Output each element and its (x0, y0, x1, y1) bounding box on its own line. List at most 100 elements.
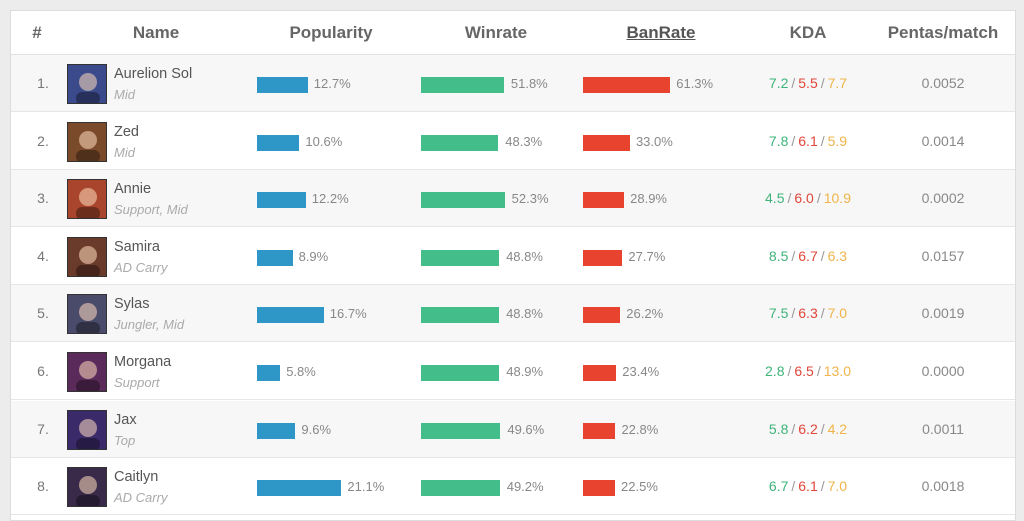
winrate-bar (421, 422, 501, 439)
champion-name[interactable]: Sylas (114, 296, 150, 313)
champion-name[interactable]: Annie (114, 181, 152, 198)
champion-role: Support, Mid (114, 202, 188, 218)
champion-role: AD Carry (114, 490, 168, 506)
winrate-value: 49.2% (506, 479, 544, 495)
kda-value: 8.5/6.7/6.3 (768, 247, 848, 264)
champion-portrait-image (68, 65, 106, 103)
champion-portrait-image (68, 468, 106, 507)
banrate-value: 22.8% (621, 421, 659, 437)
header-winrate[interactable]: Winrate (464, 23, 528, 42)
kda-assists: 7.7 (827, 75, 848, 91)
champion-portrait[interactable] (67, 64, 107, 104)
kda-deaths: 6.1 (798, 132, 818, 149)
kda-value: 7.2/5.5/7.7 (768, 75, 848, 91)
winrate-bar (421, 480, 500, 497)
kda-assists: 7.0 (827, 478, 848, 495)
kda-kills: 6.7 (768, 478, 789, 495)
champion-role: AD Carry (114, 259, 168, 275)
champion-portrait[interactable] (67, 179, 107, 220)
champion-name[interactable]: Samira (114, 238, 160, 255)
popularity-value: 12.2% (311, 191, 349, 207)
pentas-per-match: 0.0002 (921, 190, 965, 207)
popularity-value: 8.9% (298, 248, 329, 264)
table-row[interactable]: 3. Annie Support, Mid 12.2% 52.3% 28.9% … (11, 170, 1015, 228)
table-row[interactable]: 2. Zed Mid 10.6% 48.3% 33.0% 7.8/6.1/5.9… (11, 112, 1015, 170)
winrate-bar (421, 134, 499, 151)
winrate-bar (421, 365, 500, 381)
kda-assists: 5.9 (827, 132, 848, 149)
table-row[interactable]: 7. Jax Top 9.6% 49.6% 22.8% 5.8/6.2/4.2 … (11, 400, 1015, 458)
kda-deaths: 6.7 (798, 247, 818, 264)
winrate-value: 48.9% (506, 364, 544, 379)
champion-portrait[interactable] (67, 467, 107, 508)
champion-stats-table: # Name Popularity Winrate BanRate KDA Pe… (10, 10, 1016, 521)
kda-assists: 13.0 (823, 363, 851, 379)
champion-role: Mid (114, 144, 135, 160)
header-name[interactable]: Name (132, 23, 180, 42)
kda-value: 4.5/6.0/10.9 (765, 190, 851, 207)
popularity-bar (257, 307, 324, 324)
winrate-bar (421, 307, 500, 324)
kda-kills: 7.8 (768, 132, 789, 149)
header-popularity[interactable]: Popularity (289, 23, 373, 42)
table-row[interactable]: 6. Morgana Support 5.8% 48.9% 23.4% 2.8/… (11, 343, 1015, 400)
champion-portrait[interactable] (67, 121, 107, 162)
popularity-value: 21.1% (347, 479, 385, 495)
header-kda[interactable]: KDA (789, 23, 827, 42)
champion-portrait[interactable] (67, 236, 107, 277)
header-rank[interactable]: # (32, 23, 42, 42)
banrate-bar (583, 249, 623, 266)
table-row[interactable]: 4. Samira AD Carry 8.9% 48.8% 27.7% 8.5/… (11, 227, 1015, 285)
kda-deaths: 6.3 (798, 305, 818, 322)
table-row[interactable]: 5. Sylas Jungler, Mid 16.7% 48.8% 26.2% … (11, 285, 1015, 343)
champion-name[interactable]: Aurelion Sol (114, 66, 193, 82)
pentas-per-match: 0.0014 (921, 132, 965, 149)
banrate-value: 23.4% (622, 364, 660, 379)
kda-deaths: 5.5 (798, 75, 818, 91)
banrate-bar (583, 307, 621, 324)
winrate-value: 52.3% (511, 191, 549, 207)
champion-name[interactable]: Morgana (114, 354, 172, 370)
banrate-value: 22.5% (621, 479, 658, 495)
popularity-bar (257, 422, 296, 439)
champion-name[interactable]: Jax (114, 411, 137, 428)
champion-portrait[interactable] (67, 409, 107, 450)
rank-number: 2. (37, 132, 49, 149)
rank-number: 1. (37, 75, 49, 91)
champion-portrait[interactable] (67, 352, 107, 392)
table-row[interactable]: 8. Caitlyn AD Carry 21.1% 49.2% 22.5% 6.… (11, 458, 1015, 516)
champion-name[interactable]: Zed (114, 123, 139, 140)
banrate-bar (583, 422, 616, 439)
pentas-per-match: 0.0052 (921, 75, 965, 91)
banrate-value: 27.7% (628, 248, 666, 264)
popularity-bar (257, 480, 342, 497)
champion-portrait-image (68, 122, 106, 161)
champion-role: Support (114, 375, 160, 390)
champion-portrait-image (68, 410, 106, 449)
table-row[interactable]: 1. Aurelion Sol Mid 12.7% 51.8% 61.3% 7.… (11, 55, 1015, 112)
header-banrate[interactable]: BanRate (626, 23, 696, 42)
popularity-bar (257, 249, 293, 266)
kda-deaths: 6.1 (798, 478, 818, 495)
popularity-bar (257, 365, 281, 381)
banrate-bar (583, 480, 616, 497)
header-pentas[interactable]: Pentas/match (887, 23, 999, 42)
rank-number: 6. (37, 363, 49, 379)
pentas-per-match: 0.0018 (921, 478, 965, 495)
kda-deaths: 6.2 (798, 420, 818, 437)
kda-assists: 7.0 (827, 305, 848, 322)
banrate-bar (583, 365, 617, 381)
kda-kills: 5.8 (768, 420, 789, 437)
pentas-per-match: 0.0157 (921, 247, 965, 264)
champion-role: Top (114, 432, 136, 448)
popularity-bar (257, 134, 300, 151)
kda-value: 2.8/6.5/13.0 (765, 363, 851, 379)
kda-deaths: 6.0 (794, 190, 814, 207)
pentas-per-match: 0.0011 (922, 420, 964, 437)
kda-kills: 4.5 (765, 190, 785, 207)
champion-portrait-image (68, 295, 106, 334)
popularity-bar (257, 192, 306, 209)
champion-portrait[interactable] (67, 294, 107, 335)
kda-kills: 2.8 (765, 363, 785, 379)
champion-name[interactable]: Caitlyn (114, 469, 159, 486)
